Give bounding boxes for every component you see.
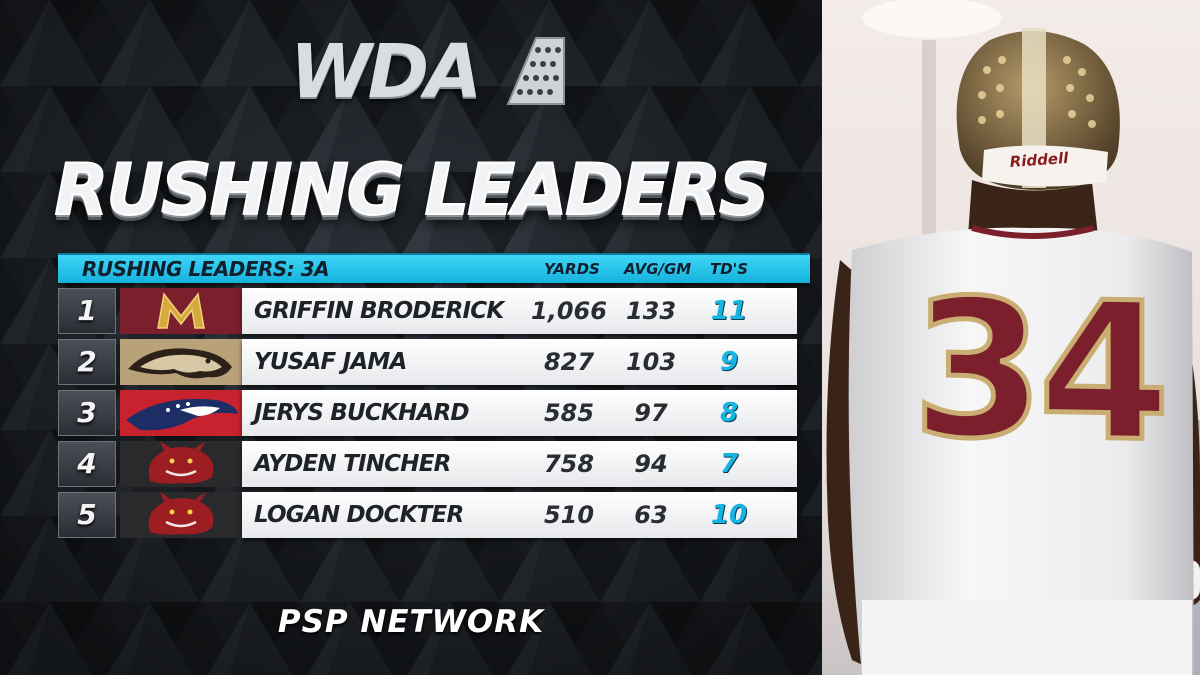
player-tds: 10 — [710, 500, 748, 530]
rank-badge: 2 — [58, 339, 116, 385]
player-tds: 7 — [719, 449, 739, 479]
player-photo: Riddell 34 — [822, 0, 1200, 675]
player-avg: 97 — [634, 399, 668, 427]
triangle-background-pattern — [0, 0, 822, 675]
stars-banner-icon — [506, 37, 565, 105]
leader-info: GRIFFIN BRODERICK 1,066 133 11 — [242, 288, 797, 334]
rank-badge: 3 — [58, 390, 116, 436]
column-header-tds: TD'S — [710, 260, 749, 278]
rank-number: 5 — [77, 498, 97, 531]
player-tds: 8 — [719, 398, 739, 428]
network-brand: PSP NETWORK — [277, 604, 545, 640]
leader-row: 4 AYDEN TINCHER 758 94 7 — [58, 441, 810, 487]
player-name: JERYS BUCKHARD — [254, 400, 469, 426]
rank-number: 1 — [77, 294, 97, 327]
player-yards: 510 — [543, 501, 595, 529]
wda-logo: WDA — [290, 32, 580, 112]
leaderboard-title: RUSHING LEADERS: 3A — [82, 257, 330, 281]
leader-info: AYDEN TINCHER 758 94 7 — [242, 441, 797, 487]
rank-number: 3 — [77, 396, 97, 429]
player-yards: 1,066 — [531, 297, 607, 325]
player-yards: 585 — [543, 399, 595, 427]
jersey-number: 34 — [910, 256, 1167, 486]
player-name: AYDEN TINCHER — [254, 451, 451, 477]
player-avg: 103 — [625, 348, 677, 376]
dragon-logo-icon — [120, 492, 242, 538]
cougar-logo-icon — [120, 339, 242, 385]
player-name: LOGAN DOCKTER — [254, 502, 464, 528]
leader-info: LOGAN DOCKTER 510 63 10 — [242, 492, 797, 538]
gopher-m-logo-icon — [120, 288, 242, 334]
player-yards: 827 — [543, 348, 595, 376]
dragon-logo-icon — [120, 441, 242, 487]
rank-badge: 4 — [58, 441, 116, 487]
player-avg: 133 — [625, 297, 677, 325]
leader-row: 2 YUSAF JAMA 827 103 9 — [58, 339, 810, 385]
player-avg: 63 — [634, 501, 668, 529]
player-photo-illustration — [822, 0, 1200, 675]
wda-logo-text: WDA — [290, 29, 482, 115]
rank-number: 2 — [77, 345, 97, 378]
leaderboard: RUSHING LEADERS: 3A YARDS AVG/GM TD'S 1 … — [58, 253, 810, 538]
leader-info: YUSAF JAMA 827 103 9 — [242, 339, 797, 385]
rank-number: 4 — [77, 447, 97, 480]
player-name: YUSAF JAMA — [254, 349, 407, 375]
patriot-logo-icon — [120, 390, 242, 436]
leader-info: JERYS BUCKHARD 585 97 8 — [242, 390, 797, 436]
headline: RUSHING LEADERS — [53, 148, 770, 232]
player-name: GRIFFIN BRODERICK — [254, 298, 504, 324]
column-header-avg: AVG/GM — [624, 260, 692, 278]
player-yards: 758 — [543, 450, 595, 478]
player-tds: 9 — [719, 347, 739, 377]
column-header-yards: YARDS — [544, 260, 600, 278]
leaderboard-header: RUSHING LEADERS: 3A YARDS AVG/GM TD'S — [58, 253, 810, 283]
graphic-panel: WDA RUSHING LEADERS RUSHING LEADERS: 3A … — [0, 0, 822, 675]
leader-row: 5 LOGAN DOCKTER 510 63 10 — [58, 492, 810, 538]
rank-badge: 5 — [58, 492, 116, 538]
player-tds: 11 — [710, 296, 748, 326]
rank-badge: 1 — [58, 288, 116, 334]
leader-row: 1 GRIFFIN BRODERICK 1,066 133 11 — [58, 288, 810, 334]
leader-row: 3 JERYS BUCKHARD 585 97 8 — [58, 390, 810, 436]
player-avg: 94 — [634, 450, 668, 478]
